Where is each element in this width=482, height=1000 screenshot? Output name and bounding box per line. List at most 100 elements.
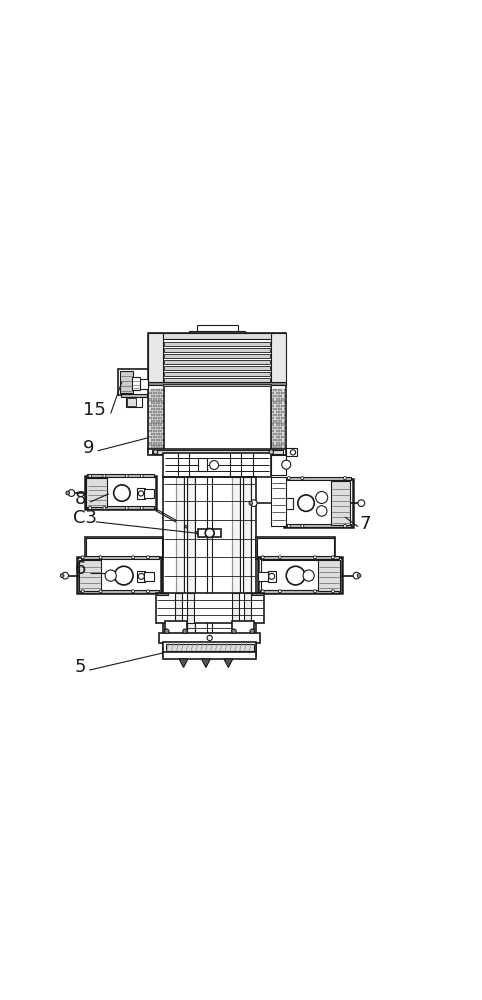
Circle shape [103, 474, 106, 477]
Bar [270, 408, 272, 410]
Circle shape [343, 477, 347, 480]
Bar [281, 423, 285, 426]
Circle shape [269, 450, 274, 454]
Circle shape [147, 590, 149, 593]
Circle shape [287, 524, 290, 527]
Bar [144, 572, 154, 581]
Bar [276, 398, 280, 401]
Bar [287, 477, 351, 480]
Bar [151, 420, 155, 423]
Bar [153, 417, 157, 419]
Bar [159, 423, 162, 426]
Bar [159, 392, 162, 394]
Bar [156, 389, 160, 391]
Bar [273, 445, 277, 448]
Bar [137, 488, 145, 499]
Bar [161, 439, 164, 441]
Bar [232, 593, 239, 623]
Bar [175, 593, 182, 623]
Bar [283, 401, 286, 404]
Bar [156, 395, 160, 397]
Bar [281, 436, 285, 438]
Bar [276, 430, 280, 432]
Bar [87, 474, 154, 477]
Bar [273, 433, 277, 435]
Circle shape [279, 590, 281, 593]
Bar [153, 423, 157, 426]
Bar [273, 395, 277, 397]
Bar [283, 427, 286, 429]
Bar [161, 395, 164, 397]
Bar [164, 360, 270, 364]
Circle shape [125, 506, 128, 509]
Bar [151, 408, 155, 410]
Bar [270, 427, 272, 429]
Bar [268, 571, 276, 582]
Bar [148, 433, 149, 435]
Bar [273, 401, 277, 404]
Bar [281, 417, 285, 419]
Bar [279, 395, 282, 397]
Bar [153, 442, 157, 445]
Bar [151, 427, 155, 429]
Polygon shape [179, 659, 188, 667]
Bar [156, 445, 160, 448]
Bar [148, 392, 152, 394]
Circle shape [332, 556, 335, 559]
Circle shape [125, 474, 128, 477]
Circle shape [114, 566, 133, 585]
Bar [148, 333, 163, 385]
Polygon shape [201, 659, 211, 667]
Bar [270, 442, 274, 445]
Bar [148, 427, 149, 429]
Circle shape [62, 572, 68, 579]
Bar [118, 369, 148, 395]
Bar [273, 414, 277, 416]
Bar [148, 436, 152, 438]
Bar [148, 405, 152, 407]
Circle shape [261, 590, 264, 593]
Bar [243, 477, 251, 656]
Bar [198, 458, 207, 471]
Text: 5: 5 [74, 658, 86, 676]
Bar [148, 439, 149, 441]
Bar [273, 408, 277, 410]
Bar [189, 331, 245, 334]
Bar [279, 445, 282, 448]
Circle shape [183, 629, 187, 634]
Bar [271, 455, 286, 475]
Bar [163, 453, 271, 477]
Bar [86, 478, 107, 507]
Text: 9: 9 [83, 439, 94, 457]
Circle shape [81, 556, 84, 559]
Bar [159, 405, 162, 407]
Circle shape [343, 524, 347, 527]
Bar [270, 414, 272, 416]
Circle shape [138, 491, 144, 496]
Bar [148, 448, 152, 451]
Circle shape [313, 556, 317, 559]
Bar [279, 427, 282, 429]
Bar [281, 442, 285, 445]
Circle shape [138, 573, 144, 579]
Circle shape [317, 506, 327, 516]
Bar [273, 427, 277, 429]
Bar [148, 423, 152, 426]
Circle shape [99, 556, 102, 559]
Bar [276, 442, 280, 445]
Bar [176, 477, 184, 656]
Bar [157, 593, 168, 595]
Bar [279, 389, 282, 391]
Bar [270, 420, 272, 423]
Bar [164, 372, 270, 376]
Bar [156, 401, 160, 404]
Circle shape [287, 477, 290, 480]
Bar [270, 411, 274, 413]
Bar [271, 333, 286, 385]
Bar [159, 417, 162, 419]
Text: 15: 15 [83, 401, 106, 419]
Bar [86, 538, 162, 558]
Circle shape [105, 570, 116, 581]
Bar [273, 420, 277, 423]
Bar [281, 398, 285, 401]
